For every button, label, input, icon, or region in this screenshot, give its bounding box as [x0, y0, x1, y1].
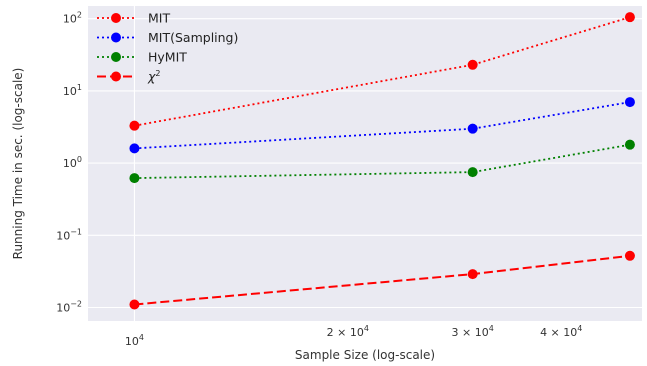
legend-marker: [111, 71, 121, 82]
y-tick-label: 101: [63, 83, 82, 98]
x-tick-label-exponent: 4: [364, 324, 369, 333]
legend: MIT MIT(Sampling) HyMIT χ2: [97, 11, 238, 84]
legend-label-text: MIT: [148, 11, 170, 26]
x-tick-label: 104: [125, 333, 144, 348]
x-tick-label-base: 3 × 10: [452, 326, 489, 339]
x-tick-label-base: 10: [125, 335, 139, 348]
y-tick-label-base: 10: [63, 13, 77, 26]
legend-label: HyMIT: [148, 50, 187, 65]
x-axis-label: Sample Size (log-scale): [295, 348, 435, 362]
legend-marker: [111, 32, 121, 43]
y-tick-label-exponent: 1: [77, 83, 82, 92]
data-point: [467, 269, 478, 280]
x-tick-label: 2 × 104: [327, 324, 369, 339]
data-point: [624, 97, 635, 108]
legend-marker: [111, 13, 121, 23]
x-tick-label-base: 4 × 10: [540, 326, 577, 339]
data-point: [624, 139, 635, 150]
data-point: [467, 59, 478, 70]
data-point: [129, 173, 140, 184]
y-tick-label-exponent: 2: [77, 11, 82, 20]
x-tick-label-exponent: 4: [489, 324, 494, 333]
data-point: [129, 299, 140, 310]
x-tick-label-exponent: 4: [139, 333, 144, 342]
y-tick-label: 100: [63, 155, 82, 170]
x-tick-labels: 104 2 × 104 3 × 104 4 × 104: [125, 324, 582, 348]
y-tick-label-exponent: −2: [70, 299, 82, 308]
series-layer: [129, 12, 635, 310]
x-tick-label: 3 × 104: [452, 324, 494, 339]
data-point: [467, 167, 478, 178]
y-axis-label: Running Time in sec. (log-scale): [11, 68, 25, 260]
y-tick-label-exponent: 0: [77, 155, 82, 164]
data-point: [624, 250, 635, 261]
legend-label: MIT: [148, 11, 170, 26]
legend-label-text: χ: [147, 69, 156, 84]
legend-marker: [111, 52, 121, 62]
x-tick-label-exponent: 4: [577, 324, 582, 333]
legend-label-superscript: 2: [155, 69, 160, 78]
series-0: [129, 12, 635, 131]
grid: [88, 6, 642, 321]
data-point: [129, 120, 140, 131]
data-point: [624, 12, 635, 23]
y-tick-label-base: 10: [63, 85, 77, 98]
y-tick-label-exponent: −1: [70, 227, 82, 236]
series-2: [129, 139, 635, 184]
legend-item: MIT(Sampling): [97, 30, 238, 45]
legend-item: MIT: [97, 11, 170, 26]
y-tick-label: 102: [63, 11, 82, 26]
x-tick-label-base: 2 × 10: [327, 326, 364, 339]
data-point: [467, 123, 478, 134]
legend-item: HyMIT: [97, 50, 187, 65]
series-3: [129, 250, 635, 310]
y-tick-label-base: 10: [56, 229, 70, 242]
data-point: [129, 143, 140, 154]
series-1: [129, 97, 635, 154]
legend-label-text: MIT(Sampling): [148, 30, 238, 45]
legend-label: χ2: [147, 69, 161, 84]
legend-label: MIT(Sampling): [148, 30, 238, 45]
series-line: [134, 101, 631, 150]
legend-label-text: HyMIT: [148, 50, 187, 65]
legend-item: χ2: [97, 69, 161, 84]
y-tick-label: 10−1: [56, 227, 82, 242]
x-tick-label: 4 × 104: [540, 324, 582, 339]
y-tick-label-base: 10: [56, 301, 70, 314]
y-tick-label-base: 10: [63, 157, 77, 170]
y-tick-label: 10−2: [56, 299, 82, 314]
